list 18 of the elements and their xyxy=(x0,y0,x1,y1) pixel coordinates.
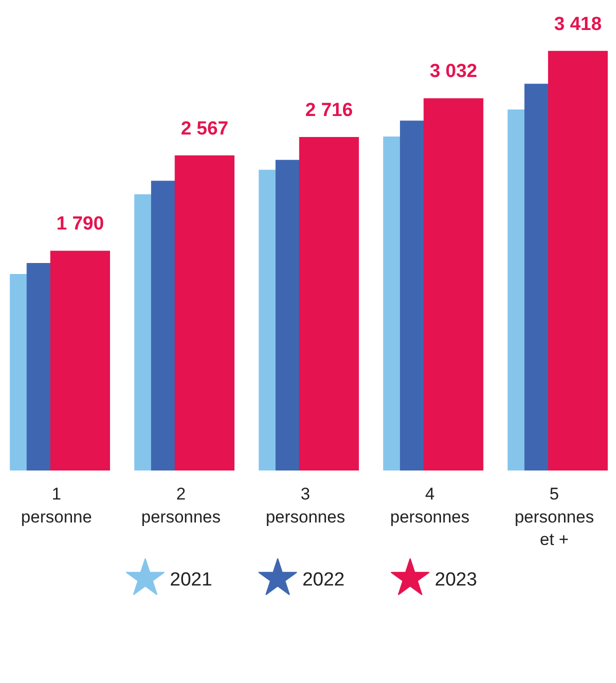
legend-label: 2021 xyxy=(170,570,212,590)
data-label: 2 716 xyxy=(305,100,353,122)
x-tick-label: 3 personnes xyxy=(266,484,346,526)
x-tick-label: 5 personnes et + xyxy=(514,484,594,550)
bar xyxy=(299,137,359,470)
bar xyxy=(424,98,484,470)
bar xyxy=(548,50,608,470)
legend-label: 2022 xyxy=(302,570,345,590)
data-label: 3 418 xyxy=(554,14,602,35)
legend-label: 2023 xyxy=(434,570,478,590)
data-label: 2 567 xyxy=(180,118,228,140)
data-label: 3 032 xyxy=(430,61,478,82)
bar xyxy=(50,250,110,470)
x-tick-label: 1 personne xyxy=(21,484,92,526)
x-tick-label: 4 personnes xyxy=(390,484,470,526)
bar xyxy=(174,155,234,470)
data-label: 1 790 xyxy=(56,214,104,235)
x-tick-label: 2 personnes xyxy=(141,484,221,526)
